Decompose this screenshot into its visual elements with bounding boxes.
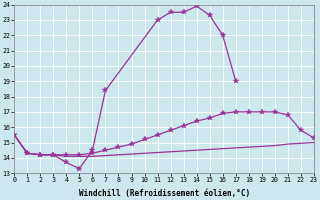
X-axis label: Windchill (Refroidissement éolien,°C): Windchill (Refroidissement éolien,°C) — [78, 189, 250, 198]
